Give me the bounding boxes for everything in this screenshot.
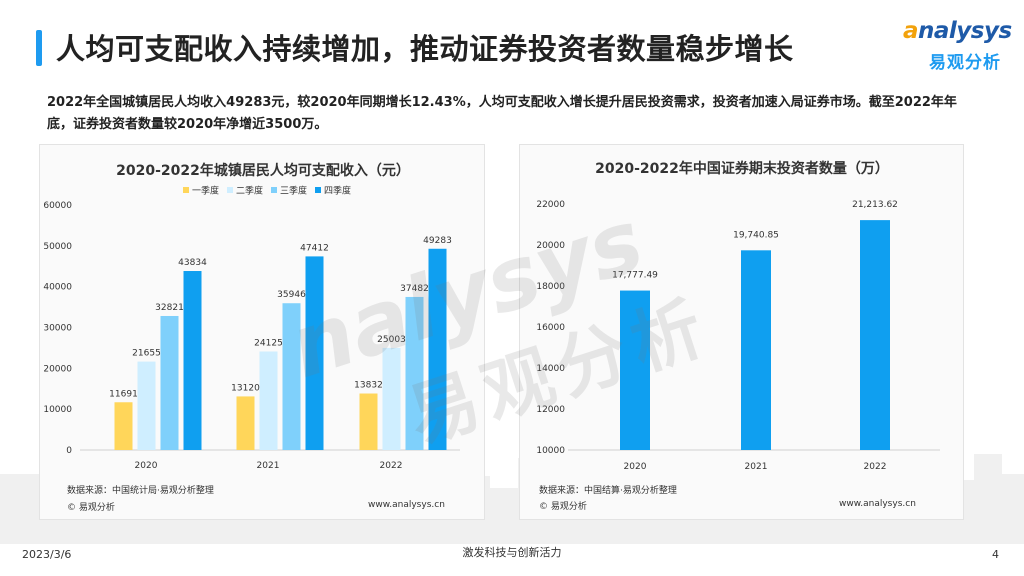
bar <box>137 361 156 450</box>
investor-bar-chart: 2020-2022年中国证券期末投资者数量（万） 10000 12000 14000 1… <box>536 160 940 472</box>
data-label: 32821 <box>155 303 184 313</box>
legend-swatch <box>227 187 233 193</box>
bar <box>305 256 324 450</box>
bar <box>236 396 255 450</box>
y-tick-label: 50000 <box>43 242 72 252</box>
legend-swatch <box>271 187 277 193</box>
income-chart-panel: 2020-2022年城镇居民人均可支配收入（元） 一季度 二季度 三季度 四季度 0 100… <box>39 144 485 520</box>
data-label: 24125 <box>254 338 283 348</box>
legend-label: 一季度 <box>192 185 219 197</box>
x-tick-label: 2020 <box>624 462 647 472</box>
y-tick-label: 40000 <box>43 283 72 293</box>
data-label: 25003 <box>377 335 406 345</box>
bar <box>620 290 650 450</box>
investor-chart-panel: 2020-2022年中国证券期末投资者数量（万） 10000 12000 14000 1… <box>519 144 964 520</box>
y-tick-label: 22000 <box>536 200 565 210</box>
bar <box>114 402 133 450</box>
bar <box>183 271 202 450</box>
data-label: 49283 <box>423 236 452 246</box>
y-tick-label: 16000 <box>536 323 565 333</box>
data-label: 13120 <box>231 383 260 393</box>
legend-label: 二季度 <box>236 185 263 197</box>
footer-date: 2023/3/6 <box>22 548 72 561</box>
analysys-logo: analysys 易观分析 <box>903 18 1013 78</box>
chart-title: 2020-2022年中国证券期末投资者数量（万） <box>595 160 889 177</box>
legend-swatch <box>315 187 321 193</box>
legend-label: 四季度 <box>324 185 351 197</box>
y-tick-label: 10000 <box>43 405 72 415</box>
data-label: 43834 <box>178 258 207 268</box>
title-accent-bar <box>36 30 42 66</box>
bar <box>741 250 771 450</box>
x-tick-label: 2020 <box>135 461 158 471</box>
y-tick-label: 60000 <box>43 201 72 211</box>
x-tick-label: 2021 <box>745 462 768 472</box>
y-tick-label: 12000 <box>536 405 565 415</box>
footer-slogan: 激发科技与创新活力 <box>462 546 562 559</box>
x-tick-label: 2021 <box>257 461 280 471</box>
legend-swatch <box>183 187 189 193</box>
bar <box>359 393 378 450</box>
data-label: 13832 <box>354 381 383 391</box>
chart-url: www.analysys.cn <box>368 500 445 510</box>
chart-copyright: © 易观分析 <box>539 502 587 512</box>
y-tick-label: 10000 <box>536 446 565 456</box>
income-bar-chart: 2020-2022年城镇居民人均可支配收入（元） 一季度 二季度 三季度 四季度 0 100… <box>43 162 460 471</box>
bar <box>160 315 179 450</box>
chart-copyright: © 易观分析 <box>67 503 115 513</box>
bar <box>282 303 301 450</box>
y-tick-label: 30000 <box>43 324 72 334</box>
logo-word: nalysys <box>918 18 1012 44</box>
bar <box>259 351 278 450</box>
bar <box>428 248 447 450</box>
data-label: 19,740.85 <box>733 230 779 240</box>
bar <box>860 220 890 450</box>
x-tick-label: 2022 <box>864 462 887 472</box>
page-title: 人均可支配收入持续增加，推动证券投资者数量稳步增长 <box>56 32 794 66</box>
chart-title: 2020-2022年城镇居民人均可支配收入（元） <box>116 162 410 179</box>
logo-a-icon: a <box>903 18 919 44</box>
page-number: 4 <box>992 548 999 561</box>
bar <box>405 296 424 450</box>
y-tick-label: 0 <box>66 446 72 456</box>
data-label: 21655 <box>132 349 161 359</box>
y-tick-label: 20000 <box>536 241 565 251</box>
y-tick-label: 14000 <box>536 364 565 374</box>
intro-paragraph: 2022年全国城镇居民人均收入49283元，较2020年同期增长12.43%，人… <box>47 95 957 132</box>
data-label: 37482 <box>400 284 429 294</box>
data-label: 17,777.49 <box>612 271 658 281</box>
data-label: 21,213.62 <box>852 200 898 210</box>
data-label: 35946 <box>277 290 306 300</box>
y-tick-label: 18000 <box>536 282 565 292</box>
chart-url: www.analysys.cn <box>839 499 916 509</box>
logo-cn: 易观分析 <box>929 53 1001 73</box>
legend-label: 三季度 <box>280 185 307 197</box>
chart-source: 数据来源：中国结算·易观分析整理 <box>539 486 677 496</box>
data-label: 47412 <box>300 243 329 253</box>
chart-source: 数据来源：中国统计局·易观分析整理 <box>67 486 214 496</box>
x-tick-label: 2022 <box>380 461 403 471</box>
bar <box>382 347 401 450</box>
y-tick-label: 20000 <box>43 364 72 374</box>
data-label: 11691 <box>109 389 138 399</box>
